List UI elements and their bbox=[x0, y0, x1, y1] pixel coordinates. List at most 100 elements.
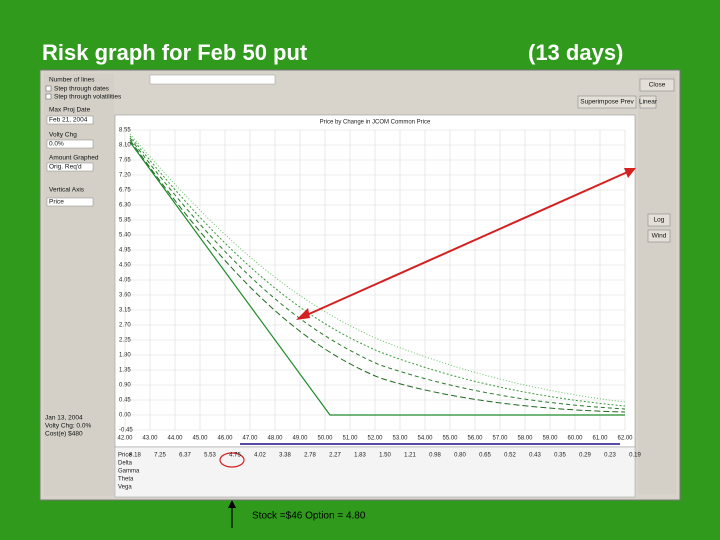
grid: 8.558.107.657.206.756.305.855.404.954.50… bbox=[117, 128, 633, 442]
price-cell: 1.83 bbox=[354, 453, 366, 459]
price-cell: 1.50 bbox=[379, 453, 391, 459]
button-label: Close bbox=[649, 82, 666, 89]
button[interactable] bbox=[639, 95, 657, 109]
price-cell: 4.75 bbox=[229, 453, 241, 459]
input-field[interactable] bbox=[46, 197, 94, 207]
x-tick-label: 47.00 bbox=[242, 436, 258, 442]
price-cell: 8.18 bbox=[129, 453, 141, 459]
x-tick-label: 62.00 bbox=[617, 436, 633, 442]
x-tick-label: 61.00 bbox=[592, 436, 608, 442]
button[interactable] bbox=[647, 213, 671, 227]
price-cell: 0.98 bbox=[429, 453, 441, 459]
button[interactable] bbox=[639, 78, 675, 92]
control-label: Vertical Axis bbox=[49, 187, 85, 194]
price-cell: 0.65 bbox=[479, 453, 491, 459]
x-tick-label: 52.00 bbox=[367, 436, 383, 442]
input-field[interactable] bbox=[46, 162, 94, 172]
greeks-table bbox=[114, 446, 636, 498]
button-label: Linear bbox=[639, 99, 658, 106]
slide-title: Risk graph for Feb 50 put bbox=[42, 40, 308, 65]
curve bbox=[129, 137, 626, 410]
caption-arrowhead bbox=[228, 500, 236, 508]
right-controls: Close Superimpose Prev Linear Log Wind bbox=[577, 78, 675, 243]
price-cell: 2.78 bbox=[304, 453, 316, 459]
control-label: Step through dates bbox=[54, 86, 110, 93]
y-tick-label: -0.45 bbox=[119, 428, 133, 434]
curve bbox=[129, 135, 626, 407]
field-value: Price bbox=[49, 199, 64, 206]
price-cell: 3.38 bbox=[279, 453, 291, 459]
control-label: Amount Graphed bbox=[49, 155, 99, 162]
row-label: Price bbox=[118, 453, 132, 459]
table-cells: Price Delta Gamma Theta Vega 8.18 7.25 6.37 5.53… bbox=[118, 453, 641, 491]
curve bbox=[129, 139, 626, 413]
annotation-arrow bbox=[296, 168, 636, 320]
field-value: 0.0% bbox=[49, 141, 64, 148]
price-cell: 1.21 bbox=[404, 453, 416, 459]
x-tick-label: 46.00 bbox=[217, 436, 233, 442]
control-label: Step through volatilities bbox=[54, 94, 122, 101]
control-label: Number of lines bbox=[49, 77, 95, 84]
row-label: Vega bbox=[118, 485, 132, 491]
price-cell: 0.19 bbox=[629, 453, 641, 459]
x-tick-label: 42.00 bbox=[117, 436, 133, 442]
price-range-bar bbox=[240, 443, 620, 445]
x-tick-label: 43.00 bbox=[142, 436, 158, 442]
slide-subtitle: (13 days) bbox=[528, 40, 623, 65]
price-cell: 0.35 bbox=[554, 453, 566, 459]
price-cell: 5.53 bbox=[204, 453, 216, 459]
x-tick-label: 50.00 bbox=[317, 436, 333, 442]
x-tick-label: 54.00 bbox=[417, 436, 433, 442]
x-tick-label: 53.00 bbox=[392, 436, 408, 442]
field-value: Feb 21, 2004 bbox=[49, 117, 88, 124]
x-tick-label: 57.00 bbox=[492, 436, 508, 442]
x-tick-label: 59.00 bbox=[542, 436, 558, 442]
footer-info: Cost(e) $480 bbox=[45, 431, 83, 438]
button[interactable] bbox=[577, 95, 637, 109]
control-label: Max Proj Date bbox=[49, 107, 91, 114]
field-value: Orig. Req'd bbox=[49, 164, 82, 171]
x-tick-label: 60.00 bbox=[567, 436, 583, 442]
chart-title: Price by Change in JCOM Common Price bbox=[320, 120, 431, 126]
highlight-circle bbox=[219, 452, 245, 468]
x-tick-label: 55.00 bbox=[442, 436, 458, 442]
price-cell: 2.27 bbox=[329, 453, 341, 459]
price-cell: 0.43 bbox=[529, 453, 541, 459]
x-tick-label: 51.00 bbox=[342, 436, 358, 442]
price-cell: 0.23 bbox=[604, 453, 616, 459]
price-cell: 0.80 bbox=[454, 453, 466, 459]
control-label: Volty Chg bbox=[49, 132, 77, 139]
price-cell: 7.25 bbox=[154, 453, 166, 459]
x-tick-label: 45.00 bbox=[192, 436, 208, 442]
price-cell: 4.02 bbox=[254, 453, 266, 459]
x-tick-label: 58.00 bbox=[517, 436, 533, 442]
x-tick-label: 44.00 bbox=[167, 436, 183, 442]
row-label: Gamma bbox=[118, 469, 140, 475]
caption: Stock =$46 Option = 4.80 bbox=[252, 511, 366, 522]
button-label: Wind bbox=[652, 233, 667, 240]
row-label: Theta bbox=[118, 477, 134, 483]
input-field[interactable] bbox=[46, 139, 94, 149]
checkbox[interactable] bbox=[45, 93, 52, 100]
curves bbox=[129, 133, 626, 416]
input-field[interactable] bbox=[46, 115, 94, 125]
row-label: Delta bbox=[118, 461, 133, 467]
button[interactable] bbox=[647, 229, 671, 243]
x-tick-label: 56.00 bbox=[467, 436, 483, 442]
right-panel bbox=[638, 74, 676, 494]
price-cell: 0.29 bbox=[579, 453, 591, 459]
price-cell: 0.52 bbox=[504, 453, 516, 459]
footer-info: Volty Chg: 0.0% bbox=[45, 423, 91, 430]
footer-info: Jan 13, 2004 bbox=[45, 415, 83, 422]
checkbox[interactable] bbox=[45, 85, 52, 92]
button-label: Log bbox=[654, 217, 665, 224]
price-cell: 6.37 bbox=[179, 453, 191, 459]
curve bbox=[129, 133, 626, 403]
button-label: Superimpose Prev bbox=[580, 99, 634, 106]
x-tick-label: 48.00 bbox=[267, 436, 283, 442]
expiration-curve bbox=[129, 141, 625, 416]
graph-name-field[interactable] bbox=[149, 74, 276, 85]
